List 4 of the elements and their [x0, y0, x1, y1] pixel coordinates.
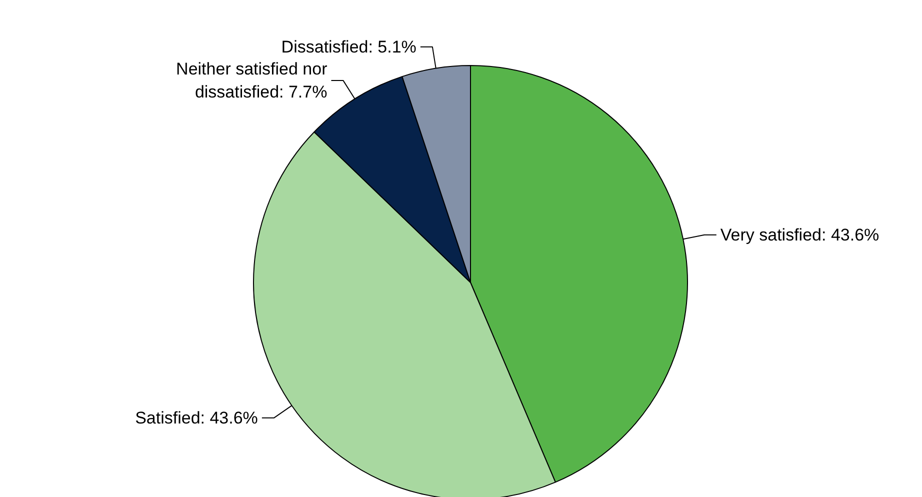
slice-label: Neither satisfied nor dissatisfied: 7.7%	[176, 60, 328, 102]
slice-label: Satisfied: 43.6%	[135, 408, 258, 428]
slice-label: Dissatisfied: 5.1%	[281, 37, 416, 56]
slice-label: Very satisfied: 43.6%	[720, 225, 880, 244]
